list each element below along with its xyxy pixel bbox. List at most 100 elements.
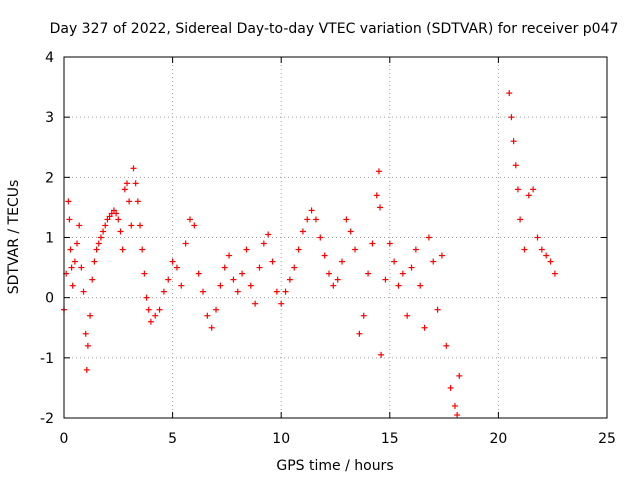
data-point bbox=[508, 114, 515, 121]
y-tick-label: 2 bbox=[45, 170, 54, 186]
data-point bbox=[95, 240, 102, 247]
data-point bbox=[382, 276, 389, 283]
data-point bbox=[404, 312, 411, 319]
data-point bbox=[278, 300, 285, 307]
data-point bbox=[91, 258, 98, 265]
data-point bbox=[304, 216, 311, 223]
data-point bbox=[69, 282, 76, 289]
y-tick-label: 1 bbox=[45, 231, 54, 247]
data-point bbox=[256, 264, 263, 271]
data-point bbox=[412, 246, 419, 253]
data-point bbox=[97, 234, 104, 241]
data-point bbox=[226, 252, 233, 259]
data-point bbox=[443, 342, 450, 349]
data-point bbox=[165, 276, 172, 283]
data-point bbox=[83, 366, 90, 373]
data-point bbox=[178, 282, 185, 289]
data-point bbox=[102, 222, 109, 229]
data-point bbox=[137, 222, 144, 229]
data-point bbox=[213, 306, 220, 313]
data-point bbox=[143, 294, 150, 301]
data-point bbox=[417, 282, 424, 289]
data-point bbox=[365, 270, 372, 277]
data-point bbox=[447, 384, 454, 391]
data-point bbox=[282, 288, 289, 295]
data-point bbox=[230, 276, 237, 283]
data-point bbox=[295, 246, 302, 253]
data-point bbox=[76, 222, 83, 229]
data-point bbox=[113, 210, 120, 217]
data-point bbox=[130, 165, 137, 172]
x-tick-label: 0 bbox=[60, 431, 69, 447]
data-point bbox=[454, 411, 461, 418]
data-point bbox=[71, 258, 78, 265]
data-point bbox=[78, 264, 85, 271]
data-point bbox=[534, 234, 541, 241]
data-point bbox=[291, 264, 298, 271]
data-point bbox=[299, 228, 306, 235]
data-point bbox=[221, 264, 228, 271]
data-point bbox=[204, 312, 211, 319]
data-point bbox=[339, 258, 346, 265]
data-point bbox=[514, 186, 521, 193]
data-point bbox=[152, 312, 159, 319]
data-point bbox=[312, 216, 319, 223]
data-point bbox=[145, 306, 152, 313]
data-point bbox=[121, 186, 128, 193]
data-point bbox=[330, 282, 337, 289]
grid-layer bbox=[64, 57, 607, 418]
data-point bbox=[66, 216, 73, 223]
data-point bbox=[80, 288, 87, 295]
data-point bbox=[456, 372, 463, 379]
x-tick-label: 15 bbox=[381, 431, 399, 447]
x-tick-label: 25 bbox=[598, 431, 616, 447]
data-point bbox=[104, 216, 111, 223]
data-point bbox=[87, 312, 94, 319]
data-point bbox=[68, 264, 75, 271]
data-point bbox=[119, 246, 126, 253]
data-point bbox=[377, 204, 384, 211]
data-point bbox=[438, 252, 445, 259]
data-point bbox=[82, 330, 89, 337]
data-point bbox=[269, 258, 276, 265]
data-point bbox=[547, 258, 554, 265]
data-point bbox=[451, 402, 458, 409]
data-point bbox=[391, 258, 398, 265]
points-layer bbox=[61, 90, 558, 418]
data-point bbox=[128, 222, 135, 229]
data-point bbox=[530, 186, 537, 193]
data-point bbox=[408, 264, 415, 271]
x-axis-label: GPS time / hours bbox=[276, 458, 393, 474]
data-point bbox=[551, 270, 558, 277]
data-point bbox=[208, 324, 215, 331]
data-point bbox=[430, 258, 437, 265]
data-point bbox=[399, 270, 406, 277]
data-point bbox=[506, 90, 513, 97]
data-point bbox=[186, 216, 193, 223]
data-point bbox=[182, 240, 189, 247]
data-point bbox=[200, 288, 207, 295]
data-point bbox=[378, 351, 385, 358]
data-point bbox=[139, 246, 146, 253]
data-point bbox=[156, 306, 163, 313]
y-tick-label: -1 bbox=[40, 351, 54, 367]
x-tick-label: 10 bbox=[272, 431, 290, 447]
data-point bbox=[286, 276, 293, 283]
data-point bbox=[347, 228, 354, 235]
data-point bbox=[191, 222, 198, 229]
data-point bbox=[434, 306, 441, 313]
data-point bbox=[352, 246, 359, 253]
data-point bbox=[334, 276, 341, 283]
data-point bbox=[343, 216, 350, 223]
data-point bbox=[65, 198, 72, 205]
data-point bbox=[126, 198, 133, 205]
data-point bbox=[325, 270, 332, 277]
data-point bbox=[308, 207, 315, 214]
data-point bbox=[512, 162, 519, 169]
data-point bbox=[106, 213, 113, 220]
data-point bbox=[395, 282, 402, 289]
data-point bbox=[160, 288, 167, 295]
data-point bbox=[117, 228, 124, 235]
data-point bbox=[369, 240, 376, 247]
